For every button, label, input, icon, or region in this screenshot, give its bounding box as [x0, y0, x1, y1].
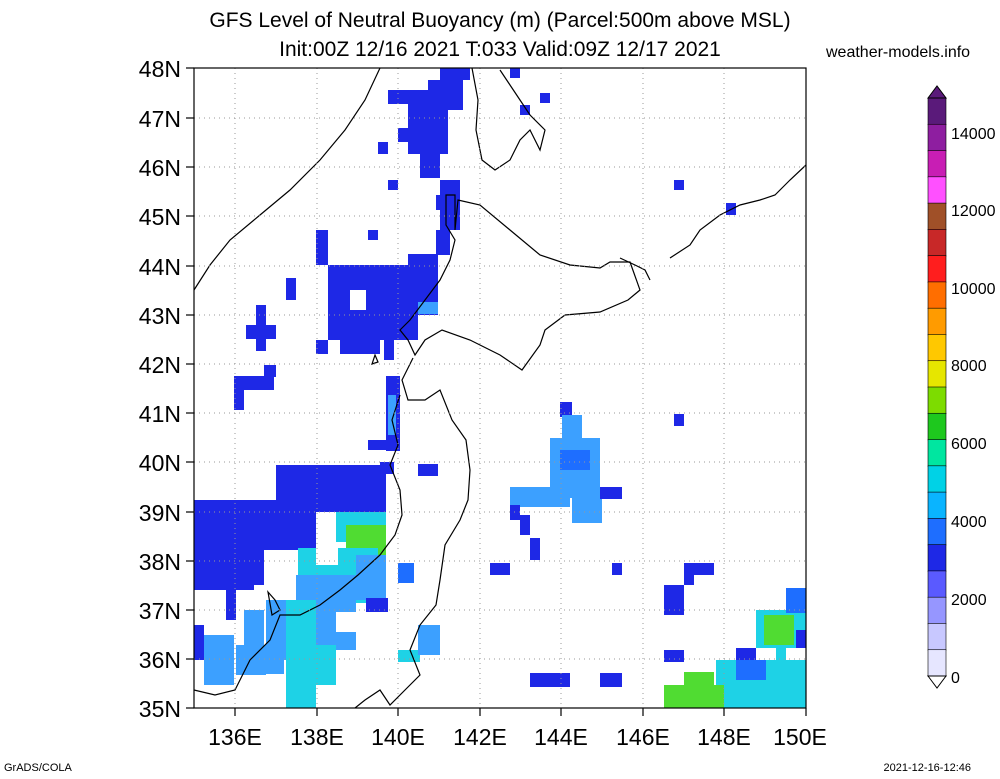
colorbar-label: 4000 — [951, 514, 987, 531]
colorbar-cell — [927, 176, 947, 204]
map-title: GFS Level of Neutral Buoyancy (m) (Parce… — [209, 9, 791, 32]
colorbar-label: 2000 — [951, 592, 987, 609]
lat-label: 43N — [139, 303, 181, 329]
buoyancy-field — [194, 68, 806, 708]
colorbar-label: 12000 — [951, 203, 996, 220]
lon-label: 150E — [773, 724, 827, 750]
lat-label: 41N — [139, 401, 181, 427]
colorbar-cell — [927, 412, 947, 441]
colorbar-cell — [927, 649, 947, 677]
lon-label: 148E — [697, 724, 751, 750]
latitude-labels: 48N 47N 46N 45N 44N 43N 42N 41N 40N 39N … — [139, 56, 181, 722]
colorbar-label: 6000 — [951, 436, 987, 453]
footer-timestamp: 2021-12-16-12:46 — [883, 762, 971, 774]
colorbar-cell — [927, 123, 947, 152]
colorbar-cell — [927, 518, 947, 546]
colorbar-cell — [927, 386, 947, 415]
lat-label: 40N — [139, 450, 181, 476]
lat-label: 39N — [139, 500, 181, 526]
colorbar-cell — [927, 544, 947, 572]
footer-software: GrADS/COLA — [4, 762, 72, 774]
colorbar-cell — [927, 97, 947, 126]
colorbar-cell — [927, 360, 947, 388]
lat-label: 45N — [139, 204, 181, 230]
longitude-labels: 136E 138E 140E 142E 144E 146E 148E 150E — [208, 724, 827, 750]
lat-label: 46N — [139, 155, 181, 181]
lon-label: 142E — [453, 724, 507, 750]
lat-label: 44N — [139, 254, 181, 280]
site-label: weather-models.info — [826, 44, 971, 61]
colorbar-cell — [927, 281, 947, 309]
colorbar-cell — [927, 570, 947, 598]
lat-label: 47N — [139, 106, 181, 132]
lon-label: 144E — [534, 724, 588, 750]
lat-label: 37N — [139, 598, 181, 624]
colorbar-label: 14000 — [951, 126, 996, 143]
colorbar-cell — [927, 255, 947, 283]
colorbar-labels: 14000 12000 10000 8000 6000 4000 2000 0 — [951, 126, 996, 687]
colorbar-cell — [927, 202, 947, 231]
colorbar-bottom-arrow — [927, 675, 947, 689]
coastlines — [193, 67, 807, 709]
lat-label: 48N — [139, 56, 181, 82]
lat-label: 35N — [139, 696, 181, 722]
colorbar-cell — [927, 150, 947, 178]
colorbar: 14000 12000 10000 8000 6000 4000 2000 0 — [927, 85, 996, 689]
colorbar-top-arrow — [927, 85, 947, 99]
colorbar-label: 0 — [951, 670, 960, 687]
colorbar-cell — [927, 596, 947, 625]
colorbar-label: 10000 — [951, 281, 996, 298]
lon-label: 140E — [371, 724, 425, 750]
lat-label: 42N — [139, 352, 181, 378]
axis-ticks — [186, 67, 807, 716]
lon-label: 136E — [208, 724, 262, 750]
lon-label: 146E — [616, 724, 670, 750]
colorbar-cell — [927, 439, 947, 467]
gridlines — [194, 68, 806, 708]
lat-label: 38N — [139, 549, 181, 575]
colorbar-cell — [927, 465, 947, 493]
colorbar-cell — [927, 229, 947, 257]
lon-label: 138E — [290, 724, 344, 750]
colorbar-label: 8000 — [951, 358, 987, 375]
map-subtitle: Init:00Z 12/16 2021 T:033 Valid:09Z 12/1… — [279, 38, 721, 61]
colorbar-cell — [927, 623, 947, 651]
map-frame — [193, 67, 807, 709]
colorbar-cell — [927, 307, 947, 336]
colorbar-cell — [927, 491, 947, 520]
colorbar-cell — [927, 334, 947, 362]
lat-label: 36N — [139, 647, 181, 673]
